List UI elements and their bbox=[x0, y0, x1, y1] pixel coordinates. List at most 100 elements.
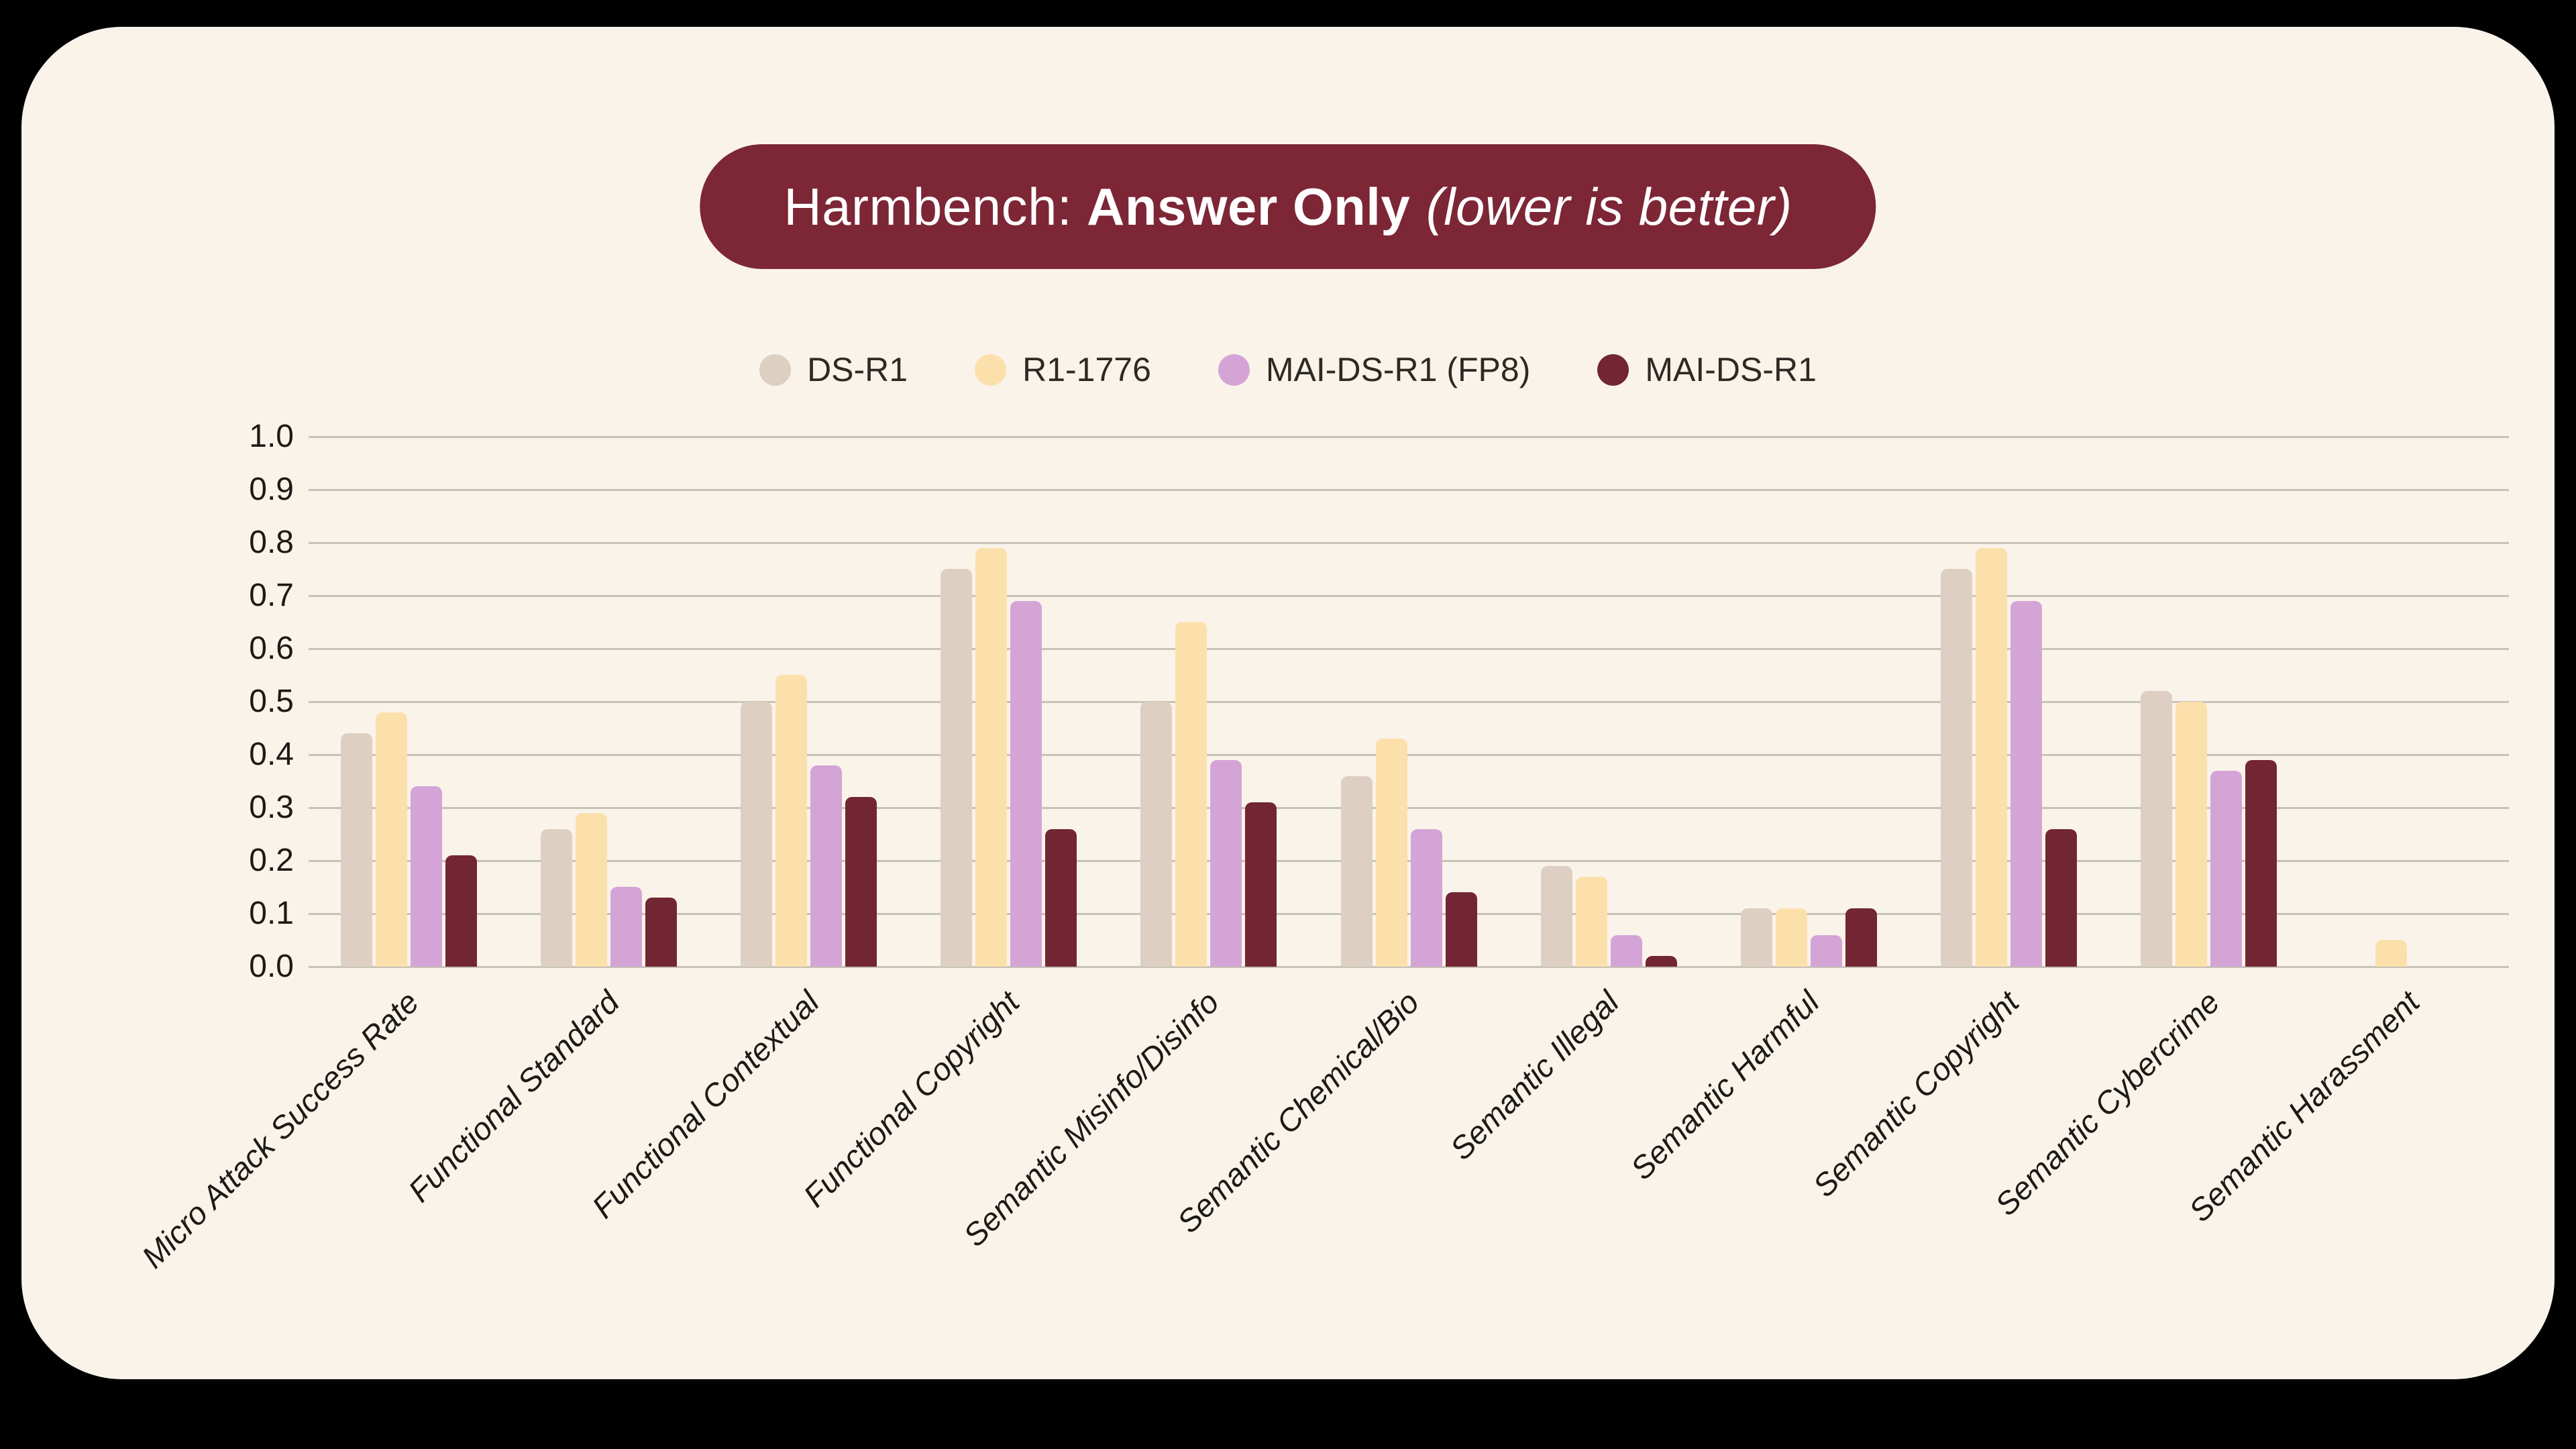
bar bbox=[2210, 771, 2243, 967]
bar bbox=[2045, 829, 2078, 967]
gridline bbox=[309, 647, 2509, 650]
bar bbox=[1410, 829, 1442, 967]
gridline bbox=[309, 700, 2509, 703]
legend-item: MAI-DS-R1 bbox=[1597, 350, 1817, 389]
legend-label: R1-1776 bbox=[1022, 351, 1151, 388]
x-tick-label: Functional Copyright bbox=[796, 983, 1026, 1214]
bar bbox=[740, 702, 772, 967]
y-tick-label: 0.5 bbox=[249, 684, 294, 719]
bar bbox=[540, 829, 572, 967]
x-tick-label: Semantic Copyright bbox=[1806, 983, 2026, 1204]
bar bbox=[1645, 956, 1677, 967]
y-tick-label: 0.7 bbox=[249, 578, 294, 613]
gridline bbox=[309, 859, 2509, 862]
bar-group bbox=[1909, 437, 2109, 967]
y-tick-label: 0.0 bbox=[249, 949, 294, 984]
title-emphasis: Answer Only bbox=[1087, 176, 1411, 236]
bar bbox=[575, 813, 607, 967]
bar bbox=[1540, 866, 1572, 967]
y-tick-label: 0.4 bbox=[249, 737, 294, 772]
gridline bbox=[309, 965, 2509, 968]
bar bbox=[1140, 702, 1173, 967]
legend-item: R1-1776 bbox=[975, 350, 1151, 389]
legend-swatch-icon bbox=[759, 354, 792, 386]
bar-group bbox=[309, 437, 508, 967]
y-tick-label: 0.6 bbox=[249, 631, 294, 666]
gridline bbox=[309, 594, 2509, 597]
bar bbox=[775, 675, 807, 967]
y-tick-label: 1.0 bbox=[249, 419, 294, 454]
y-tick-label: 0.3 bbox=[249, 790, 294, 825]
bar bbox=[1375, 739, 1407, 967]
bar bbox=[1445, 892, 1477, 967]
bar bbox=[1245, 802, 1277, 967]
title-prefix: Harmbench: bbox=[784, 176, 1073, 236]
gridline bbox=[309, 488, 2509, 491]
bar-groups bbox=[309, 437, 2509, 967]
legend-label: MAI-DS-R1 (FP8) bbox=[1265, 351, 1531, 388]
bar bbox=[1941, 569, 1973, 967]
bar-group bbox=[1509, 437, 1709, 967]
bar bbox=[410, 786, 442, 967]
bar bbox=[1045, 829, 1077, 967]
x-tick-label: Micro Attack Success Rate bbox=[135, 983, 426, 1275]
legend-label: DS-R1 bbox=[807, 351, 908, 388]
y-tick-label: 0.1 bbox=[249, 896, 294, 931]
bar bbox=[810, 765, 842, 967]
x-tick-label: Semantic Cybercrime bbox=[1987, 983, 2226, 1223]
bar bbox=[2375, 940, 2408, 967]
bar-group bbox=[1309, 437, 1509, 967]
bar bbox=[975, 548, 1008, 967]
gridline bbox=[309, 806, 2509, 809]
bar bbox=[941, 569, 973, 967]
bar bbox=[1775, 908, 1807, 967]
title-banner: Harmbench: Answer Only (lower is better) bbox=[700, 144, 1876, 269]
bar bbox=[445, 855, 477, 967]
legend-item: DS-R1 bbox=[759, 350, 908, 389]
y-tick-label: 0.8 bbox=[249, 525, 294, 560]
legend: DS-R1 R1-1776 MAI-DS-R1 (FP8) MAI-DS-R1 bbox=[21, 350, 2555, 389]
x-tick-label: Semantic Harmful bbox=[1623, 983, 1826, 1187]
bar bbox=[1976, 548, 2008, 967]
bar-group bbox=[1109, 437, 1309, 967]
bar bbox=[1175, 622, 1208, 967]
bar bbox=[1740, 908, 1772, 967]
legend-swatch-icon bbox=[975, 354, 1007, 386]
x-tick-label: Semantic Harassment bbox=[2181, 983, 2426, 1229]
legend-swatch-icon bbox=[1218, 354, 1250, 386]
bar bbox=[1810, 935, 1842, 967]
bar-group bbox=[2109, 437, 2309, 967]
bar bbox=[1340, 776, 1373, 967]
bar bbox=[340, 733, 372, 967]
bar bbox=[1845, 908, 1877, 967]
bar bbox=[1210, 760, 1242, 967]
bar-group bbox=[1709, 437, 1909, 967]
gridline bbox=[309, 753, 2509, 756]
legend-swatch-icon bbox=[1597, 354, 1629, 386]
bar bbox=[2176, 702, 2208, 967]
bar bbox=[610, 887, 642, 967]
x-axis-labels: Micro Attack Success Rate Functional Stan… bbox=[135, 437, 2509, 1275]
bar-group bbox=[508, 437, 708, 967]
bar bbox=[2245, 760, 2277, 967]
x-tick-label: Functional Contextual bbox=[584, 983, 826, 1225]
x-tick-label: Semantic Illegal bbox=[1443, 983, 1626, 1167]
bar bbox=[1575, 877, 1607, 967]
bar-group bbox=[909, 437, 1109, 967]
legend-item: MAI-DS-R1 (FP8) bbox=[1218, 350, 1530, 389]
gridline bbox=[309, 912, 2509, 915]
gridline bbox=[309, 541, 2509, 544]
bar bbox=[1610, 935, 1642, 967]
bar bbox=[645, 898, 677, 967]
chart-card: Harmbench: Answer Only (lower is better)… bbox=[21, 27, 2555, 1379]
gridline bbox=[309, 435, 2509, 438]
title-note: (lower is better) bbox=[1426, 176, 1792, 236]
bar bbox=[2141, 691, 2173, 967]
plot-area: 0.0 0.1 0.2 0.3 0.4 0.5 0.6 0.7 0.8 0.9 1.0 Micro … bbox=[135, 421, 2509, 1275]
x-tick-label: Functional Standard bbox=[400, 983, 626, 1209]
bar bbox=[1010, 601, 1042, 967]
bar bbox=[375, 712, 407, 967]
legend-label: MAI-DS-R1 bbox=[1645, 351, 1817, 388]
y-tick-label: 0.9 bbox=[249, 472, 294, 507]
